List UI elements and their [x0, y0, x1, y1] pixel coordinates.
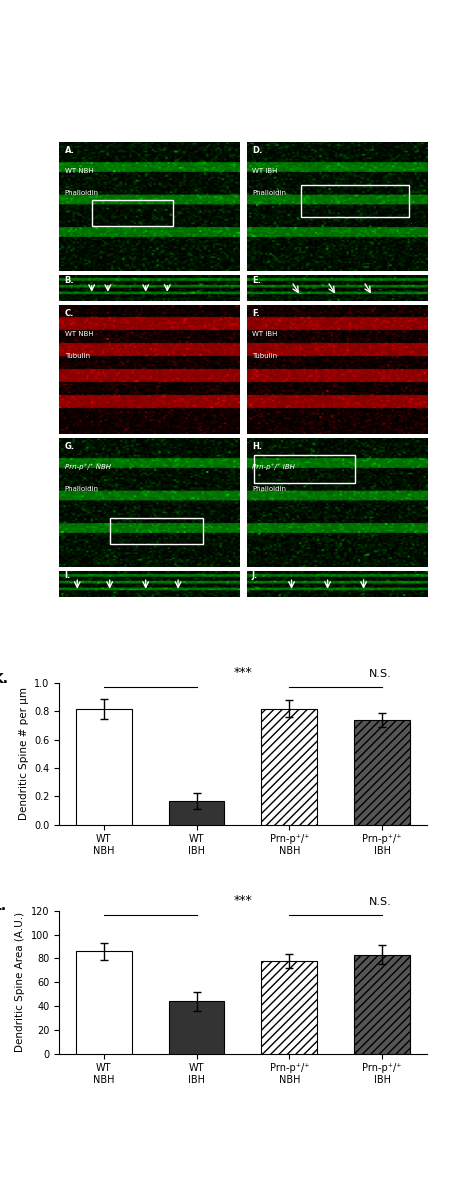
Text: Phalloidin: Phalloidin — [64, 485, 99, 491]
Text: WT NBH: WT NBH — [64, 168, 93, 174]
Y-axis label: Dendritic Spine Area (A.U.): Dendritic Spine Area (A.U.) — [16, 912, 26, 1053]
Text: K.: K. — [0, 671, 9, 686]
Text: F.: F. — [252, 309, 260, 317]
Text: ***: *** — [234, 894, 252, 907]
Text: B.: B. — [64, 276, 74, 285]
Text: G.: G. — [64, 442, 75, 451]
Text: J.: J. — [252, 572, 258, 580]
Text: WT NBH: WT NBH — [64, 330, 93, 336]
Text: C.: C. — [64, 309, 74, 317]
Bar — [109, 517, 203, 543]
Text: I.: I. — [64, 572, 71, 580]
Text: D.: D. — [252, 146, 262, 155]
Text: WT IBH: WT IBH — [252, 330, 277, 336]
Bar — [262, 961, 317, 1054]
Bar — [254, 455, 355, 483]
Bar — [91, 200, 173, 226]
Text: Phalloidin: Phalloidin — [64, 189, 99, 197]
Text: ***: *** — [234, 665, 252, 678]
Text: Phalloidin: Phalloidin — [252, 485, 286, 491]
Bar — [76, 708, 132, 824]
Y-axis label: Dendritic Spine # per μm: Dendritic Spine # per μm — [18, 688, 28, 821]
Text: H.: H. — [252, 442, 262, 451]
Bar — [354, 720, 410, 824]
Text: Tubulin: Tubulin — [64, 353, 90, 359]
Text: N.S.: N.S. — [369, 669, 392, 678]
Bar — [262, 708, 317, 824]
Text: Tubulin: Tubulin — [252, 353, 277, 359]
Bar — [169, 802, 224, 824]
Text: A.: A. — [64, 146, 74, 155]
Text: Prn-p⁺/⁺ NBH: Prn-p⁺/⁺ NBH — [64, 464, 110, 470]
Text: L.: L. — [0, 900, 7, 913]
Bar — [354, 954, 410, 1054]
Text: N.S.: N.S. — [369, 896, 392, 907]
Bar — [76, 951, 132, 1054]
Text: Prn-p⁺/⁺ IBH: Prn-p⁺/⁺ IBH — [252, 464, 295, 470]
Bar — [169, 1002, 224, 1054]
Text: Phalloidin: Phalloidin — [252, 189, 286, 197]
Text: WT IBH: WT IBH — [252, 168, 277, 174]
Bar — [301, 185, 409, 217]
Text: E.: E. — [252, 276, 261, 285]
